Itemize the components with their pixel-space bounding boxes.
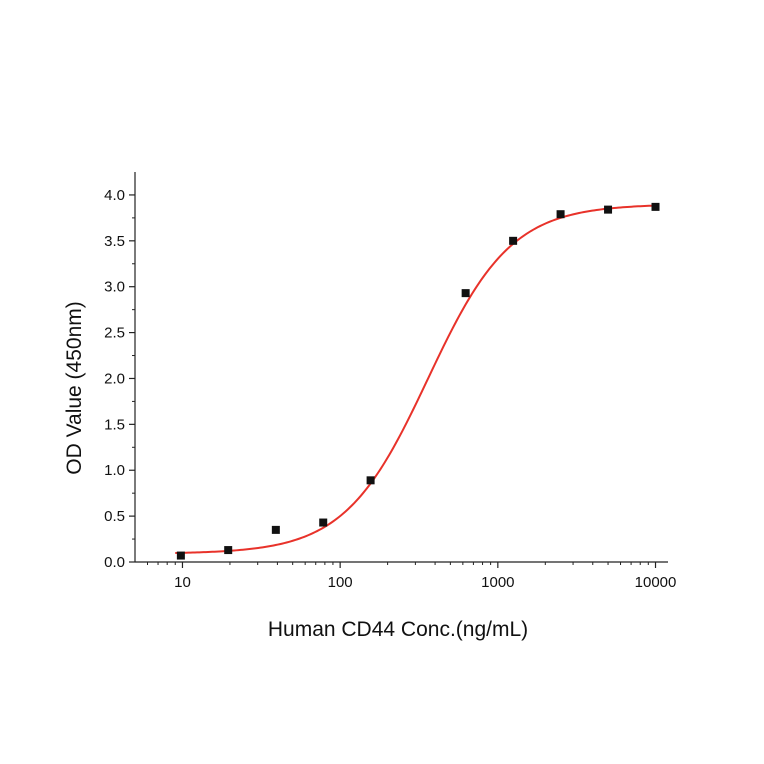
data-point	[509, 236, 518, 245]
data-point	[176, 551, 185, 560]
data-point	[366, 476, 375, 485]
x-tick-label: 1000	[481, 574, 514, 591]
y-tick-label: 3.5	[104, 233, 125, 250]
data-point	[651, 202, 660, 211]
y-tick-label: 0.5	[104, 508, 125, 525]
x-tick-label: 10000	[635, 574, 677, 591]
data-point	[271, 525, 280, 534]
data-point	[604, 205, 613, 214]
x-tick-label: 10	[174, 574, 191, 591]
y-tick-label: 2.0	[104, 370, 125, 387]
data-point	[461, 289, 470, 298]
x-axis-title: Human CD44 Conc.(ng/mL)	[268, 618, 528, 641]
x-tick-label: 100	[328, 574, 353, 591]
fit-curve-layer	[175, 204, 656, 554]
tick-labels: 0.0 0.5 1.0 1.5 2.0 2.5 3.0 3.5 4.0 10 100 1000 1000…	[104, 187, 676, 591]
y-tick-label: 4.0	[104, 187, 125, 204]
data-points	[176, 202, 660, 560]
y-tick-label: 1.5	[104, 416, 125, 433]
y-tick-label: 2.5	[104, 325, 125, 342]
y-axis-title: OD Value (450nm)	[63, 301, 86, 475]
y-tick-label: 0.0	[104, 554, 125, 571]
y-tick-label: 3.0	[104, 279, 125, 296]
data-point	[224, 546, 233, 555]
y-tick-label: 1.0	[104, 462, 125, 479]
data-point	[319, 518, 328, 527]
data-point	[556, 210, 565, 219]
axes	[129, 172, 668, 568]
fit-curve	[175, 204, 656, 554]
